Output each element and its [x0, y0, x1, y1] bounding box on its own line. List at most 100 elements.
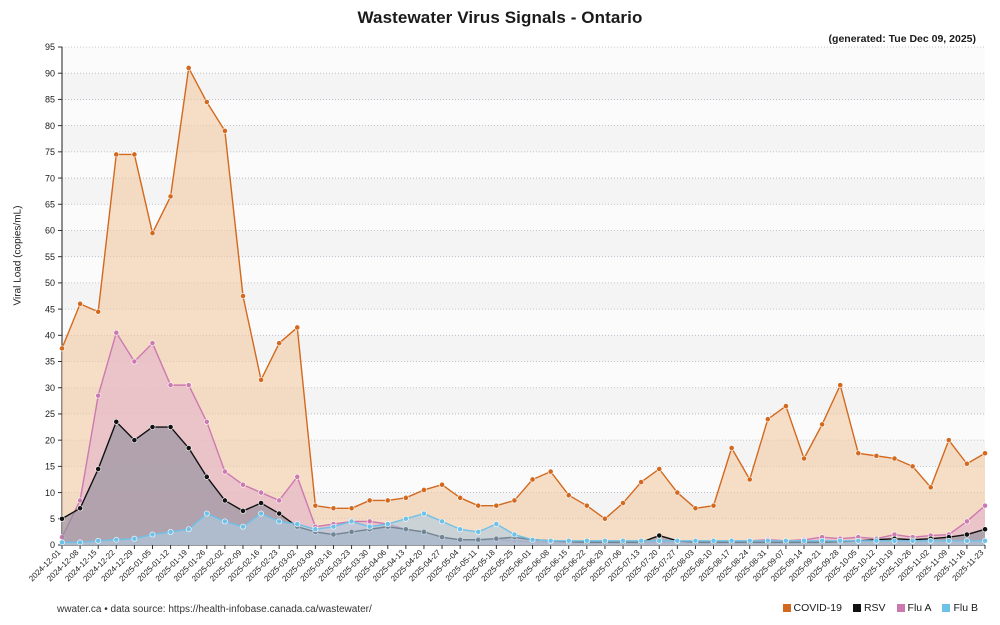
data-point[interactable]	[330, 523, 337, 530]
data-point[interactable]	[203, 473, 210, 480]
data-point[interactable]	[891, 455, 898, 462]
data-point[interactable]	[113, 329, 120, 336]
data-point[interactable]	[819, 537, 826, 544]
data-point[interactable]	[945, 537, 952, 544]
data-point[interactable]	[764, 416, 771, 423]
data-point[interactable]	[185, 65, 192, 71]
data-point[interactable]	[95, 537, 102, 544]
data-point[interactable]	[439, 481, 445, 488]
data-point[interactable]	[801, 537, 807, 544]
data-point[interactable]	[457, 494, 464, 501]
data-point[interactable]	[565, 537, 572, 544]
data-point[interactable]	[131, 358, 138, 365]
data-point[interactable]	[982, 450, 988, 457]
data-point[interactable]	[95, 392, 102, 399]
data-point[interactable]	[565, 492, 572, 499]
data-point[interactable]	[837, 537, 844, 544]
data-point[interactable]	[421, 510, 427, 517]
data-point[interactable]	[276, 340, 283, 347]
data-point[interactable]	[149, 340, 156, 347]
data-point[interactable]	[764, 537, 771, 544]
data-point[interactable]	[620, 537, 626, 544]
legend-item-rsv[interactable]: RSV	[852, 602, 886, 614]
data-point[interactable]	[348, 518, 355, 525]
data-point[interactable]	[402, 494, 409, 501]
data-point[interactable]	[384, 521, 391, 527]
data-point[interactable]	[982, 502, 988, 509]
data-point[interactable]	[240, 508, 246, 514]
data-point[interactable]	[384, 497, 391, 504]
data-point[interactable]	[457, 526, 464, 533]
data-point[interactable]	[927, 537, 934, 544]
data-point[interactable]	[656, 537, 663, 544]
data-point[interactable]	[203, 99, 210, 105]
data-point[interactable]	[783, 537, 789, 544]
data-point[interactable]	[746, 537, 753, 544]
data-point[interactable]	[77, 539, 83, 546]
data-point[interactable]	[638, 479, 645, 485]
data-point[interactable]	[149, 424, 156, 430]
data-point[interactable]	[547, 468, 554, 475]
data-point[interactable]	[167, 424, 174, 430]
data-point[interactable]	[873, 537, 880, 544]
legend-item-flu-b[interactable]: Flu B	[942, 602, 978, 614]
data-point[interactable]	[783, 403, 789, 409]
data-point[interactable]	[149, 531, 156, 538]
data-point[interactable]	[421, 487, 427, 493]
data-point[interactable]	[692, 505, 699, 512]
data-point[interactable]	[312, 502, 319, 509]
data-point[interactable]	[366, 497, 373, 504]
data-point[interactable]	[131, 535, 138, 542]
data-point[interactable]	[167, 382, 174, 389]
data-point[interactable]	[258, 376, 264, 383]
data-point[interactable]	[710, 502, 717, 509]
data-point[interactable]	[95, 308, 102, 315]
data-point[interactable]	[294, 324, 301, 331]
legend-item-covid-19[interactable]: COVID-19	[782, 602, 842, 614]
data-point[interactable]	[547, 537, 554, 544]
data-point[interactable]	[620, 500, 626, 506]
data-point[interactable]	[837, 382, 844, 389]
data-point[interactable]	[59, 345, 65, 352]
data-point[interactable]	[493, 521, 500, 527]
data-point[interactable]	[583, 537, 590, 544]
data-point[interactable]	[113, 418, 120, 425]
data-point[interactable]	[294, 521, 301, 527]
data-point[interactable]	[855, 537, 862, 544]
data-point[interactable]	[674, 537, 681, 544]
data-point[interactable]	[602, 515, 608, 522]
data-point[interactable]	[330, 505, 337, 512]
data-point[interactable]	[59, 515, 65, 522]
data-point[interactable]	[964, 518, 970, 525]
data-point[interactable]	[710, 537, 717, 544]
data-point[interactable]	[221, 127, 228, 134]
data-point[interactable]	[149, 230, 156, 236]
data-point[interactable]	[221, 518, 228, 525]
data-point[interactable]	[801, 455, 807, 462]
data-point[interactable]	[276, 497, 283, 504]
data-point[interactable]	[294, 473, 301, 480]
data-point[interactable]	[185, 526, 192, 533]
data-point[interactable]	[348, 505, 355, 512]
data-point[interactable]	[59, 539, 65, 546]
data-point[interactable]	[258, 489, 264, 496]
data-point[interactable]	[493, 502, 500, 509]
data-point[interactable]	[221, 468, 228, 475]
data-point[interactable]	[982, 526, 988, 533]
data-point[interactable]	[276, 510, 283, 517]
data-point[interactable]	[240, 481, 246, 488]
data-point[interactable]	[964, 460, 970, 467]
data-point[interactable]	[873, 452, 880, 459]
data-point[interactable]	[203, 418, 210, 425]
data-point[interactable]	[475, 528, 482, 535]
data-point[interactable]	[982, 537, 988, 544]
data-point[interactable]	[891, 537, 898, 544]
data-point[interactable]	[819, 421, 826, 428]
data-point[interactable]	[728, 445, 735, 451]
data-point[interactable]	[258, 510, 264, 517]
data-point[interactable]	[529, 476, 536, 483]
data-point[interactable]	[475, 502, 482, 509]
data-point[interactable]	[167, 193, 174, 200]
data-point[interactable]	[276, 518, 283, 525]
data-point[interactable]	[402, 515, 409, 522]
